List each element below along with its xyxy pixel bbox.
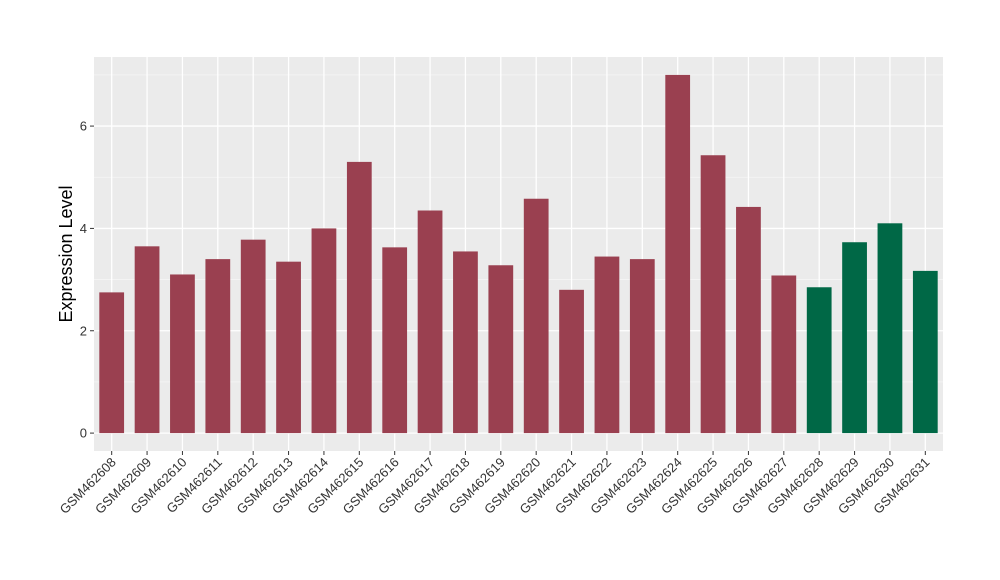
bar-GSM462631 <box>912 270 938 434</box>
bar-GSM462620 <box>523 198 549 434</box>
bar-GSM462612 <box>240 239 266 434</box>
bar-GSM462627 <box>771 275 797 434</box>
y-tick-label: 4 <box>80 221 87 236</box>
bar-GSM462611 <box>205 259 231 434</box>
y-axis-title: Expression Level <box>56 185 76 322</box>
bar-GSM462625 <box>700 155 726 434</box>
bar-GSM462615 <box>346 161 372 434</box>
bar-GSM462608 <box>99 292 125 434</box>
y-axis: 0 2 4 6 <box>80 119 94 441</box>
x-axis: GSM462608GSM462609GSM462610GSM462611GSM4… <box>57 451 932 517</box>
bar-GSM462617 <box>417 210 443 434</box>
bar-GSM462630 <box>877 223 903 434</box>
bar-GSM462609 <box>134 246 160 434</box>
bar-GSM462623 <box>629 259 655 434</box>
y-tick-label: 0 <box>80 426 87 441</box>
bar-GSM462619 <box>488 265 514 434</box>
bar-GSM462613 <box>276 261 301 434</box>
bar-GSM462629 <box>842 242 867 434</box>
bar-GSM462616 <box>382 247 408 434</box>
y-tick-label: 2 <box>80 323 87 338</box>
bar-GSM462610 <box>170 274 195 434</box>
minor-gridlines <box>94 74 943 383</box>
bar-GSM462618 <box>453 251 478 434</box>
y-tick-label: 6 <box>80 119 87 134</box>
bar-GSM462621 <box>559 289 584 434</box>
bar-GSM462614 <box>311 228 337 434</box>
bars <box>99 74 938 434</box>
plot-panel <box>94 57 943 451</box>
bar-GSM462628 <box>806 287 832 434</box>
bar-GSM462622 <box>594 256 620 434</box>
bar-GSM462624 <box>665 74 691 434</box>
bar-GSM462626 <box>736 206 761 434</box>
